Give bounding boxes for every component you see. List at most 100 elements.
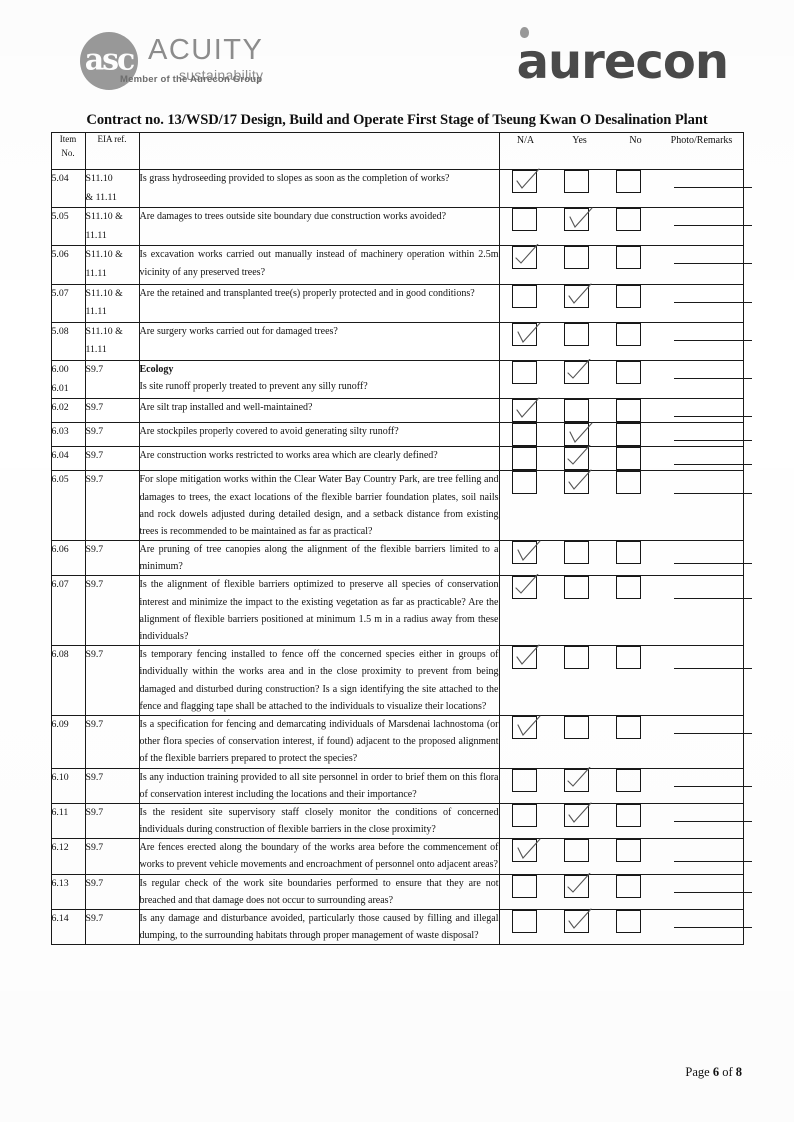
cell-item-no: 5.08 — [50, 321, 86, 362]
checkbox-no[interactable] — [615, 576, 641, 600]
cell-answers — [498, 445, 752, 472]
photo-remarks-field[interactable] — [673, 586, 752, 600]
checkbox-yes[interactable] — [563, 469, 592, 495]
photo-remarks-field[interactable] — [673, 290, 752, 303]
tick-mark-icon — [514, 321, 541, 343]
checkbox-na[interactable] — [511, 244, 539, 270]
checkbox-yes[interactable] — [563, 766, 591, 792]
photo-remarks-field[interactable] — [673, 404, 752, 418]
acuity-mark-glyph: asc — [84, 42, 136, 78]
checkbox-yes[interactable] — [563, 246, 589, 270]
cell-item-no: 6.02 — [50, 398, 86, 424]
checkbox-no[interactable] — [615, 208, 641, 232]
checkbox-no[interactable] — [615, 874, 641, 898]
checkbox-yes[interactable] — [563, 541, 589, 565]
cell-eia-ref: S9.7 — [84, 802, 140, 840]
checkbox-no[interactable] — [615, 768, 641, 792]
checkbox-na[interactable] — [511, 208, 537, 232]
checkbox-yes[interactable] — [563, 359, 591, 385]
checkbox-na[interactable] — [511, 168, 540, 193]
checkbox-na[interactable] — [511, 574, 539, 600]
checkbox-yes[interactable] — [563, 646, 589, 670]
checkbox-na[interactable] — [511, 284, 537, 308]
checkbox-na[interactable] — [511, 838, 541, 863]
checkbox-yes[interactable] — [563, 322, 589, 346]
photo-remarks-field[interactable] — [673, 774, 752, 787]
checkbox-no[interactable] — [615, 910, 641, 933]
checkbox-no[interactable] — [615, 803, 641, 827]
photo-remarks-field[interactable] — [673, 551, 752, 565]
table-row: 6.10 S9.7 Is any induction training provid… — [50, 766, 752, 804]
checkbox-yes[interactable] — [563, 207, 593, 232]
checkbox-na[interactable] — [511, 447, 537, 471]
cell-eia-ref: S9.7 — [84, 422, 140, 448]
checkbox-na[interactable] — [511, 715, 541, 739]
checkbox-yes[interactable] — [563, 283, 592, 308]
checkbox-yes[interactable] — [563, 399, 589, 423]
checkbox-yes[interactable] — [563, 576, 589, 600]
cell-answers — [498, 422, 752, 448]
checkbox-no[interactable] — [615, 170, 641, 193]
checkbox-na[interactable] — [511, 874, 537, 898]
checkbox-yes[interactable] — [563, 715, 589, 739]
photo-remarks-field[interactable] — [673, 721, 752, 734]
photo-remarks-field[interactable] — [673, 656, 752, 670]
checkbox-no[interactable] — [615, 839, 641, 863]
checkbox-na[interactable] — [511, 397, 540, 423]
checkbox-no[interactable] — [615, 471, 641, 495]
checkbox-no[interactable] — [615, 246, 641, 270]
checkbox-na[interactable] — [511, 361, 537, 385]
checkbox-no[interactable] — [615, 284, 641, 308]
checkbox-no[interactable] — [615, 361, 641, 385]
checkbox-na[interactable] — [511, 540, 541, 565]
checkbox-na[interactable] — [511, 644, 540, 670]
photo-remarks-field[interactable] — [673, 251, 752, 265]
photo-remarks-field[interactable] — [673, 175, 752, 188]
photo-remarks-field[interactable] — [673, 213, 752, 227]
question-text: Are construction works restricted to wor… — [139, 450, 438, 462]
checkbox-yes[interactable] — [563, 422, 593, 447]
checkbox-yes[interactable] — [563, 445, 591, 471]
photo-remarks-field[interactable] — [673, 428, 752, 442]
table-row: 6.14 S9.7 Is any damage and disturbance av… — [50, 908, 752, 946]
table-row: 5.08 S11.10 & 11.11 Are surgery works carri… — [50, 321, 752, 362]
photo-remarks-field[interactable] — [673, 880, 752, 893]
photo-remarks-field[interactable] — [673, 481, 752, 495]
checkbox-no[interactable] — [615, 541, 641, 565]
checkbox-yes[interactable] — [563, 908, 592, 933]
checkbox-na[interactable] — [511, 768, 537, 792]
tick-mark-icon — [566, 802, 592, 823]
item-no: 6.13 — [51, 877, 69, 889]
item-no: 6.04 — [51, 450, 69, 462]
checkbox-yes[interactable] — [563, 802, 592, 827]
eia-ref: S9.7 — [85, 718, 104, 730]
photo-remarks-field[interactable] — [673, 849, 752, 863]
eia-ref-secondary: 11.11 — [85, 268, 107, 280]
checkbox-na[interactable] — [511, 423, 537, 447]
checkbox-yes[interactable] — [563, 872, 591, 898]
cell-item-no: 6.14 — [50, 908, 86, 946]
checkbox-no[interactable] — [615, 646, 641, 670]
checkbox-no[interactable] — [615, 715, 641, 739]
cell-answers — [498, 469, 752, 542]
checkbox-na[interactable] — [511, 321, 541, 346]
checkbox-na[interactable] — [511, 471, 537, 495]
photo-remarks-field[interactable] — [673, 809, 752, 822]
eia-ref: S9.7 — [85, 913, 104, 924]
photo-remarks-field[interactable] — [673, 366, 752, 380]
checkbox-na[interactable] — [511, 910, 537, 933]
photo-remarks-field[interactable] — [673, 328, 752, 341]
cell-eia-ref: S9.7 — [84, 767, 140, 804]
photo-remarks-field[interactable] — [673, 452, 752, 466]
checkbox-no[interactable] — [615, 423, 641, 447]
checkbox-no[interactable] — [615, 322, 641, 346]
cell-description: Are surgery works carried out for damage… — [138, 321, 500, 362]
checkbox-no[interactable] — [615, 447, 641, 471]
checkbox-na[interactable] — [511, 803, 537, 827]
checkbox-no[interactable] — [615, 399, 641, 423]
photo-remarks-field[interactable] — [673, 915, 752, 928]
checkbox-yes[interactable] — [563, 170, 589, 193]
cell-item-no: 5.04 — [50, 168, 86, 209]
checkbox-yes[interactable] — [563, 839, 589, 863]
